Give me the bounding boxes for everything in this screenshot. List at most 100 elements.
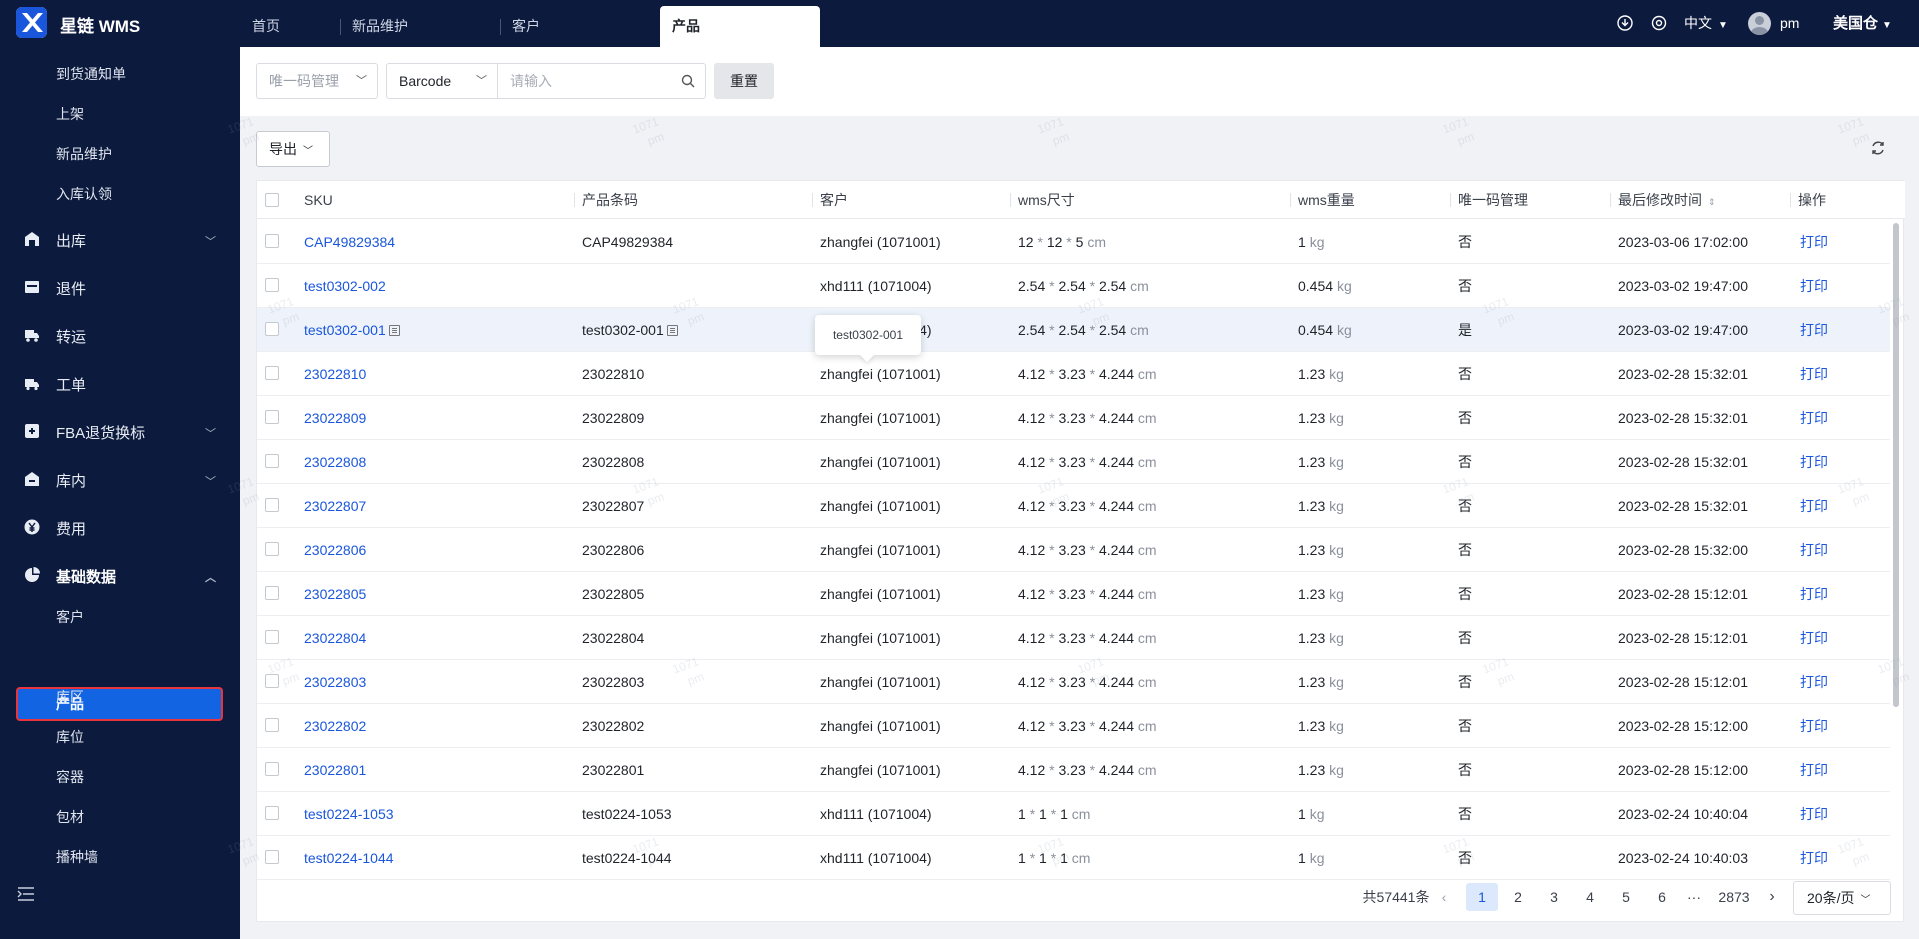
table-row[interactable]: test0302-002 xhd111 (1071004) 2.54 * 2.54 … [257, 264, 1890, 308]
print-link[interactable]: 打印 [1800, 278, 1828, 294]
language-select[interactable]: 中文 ▼ [1684, 15, 1728, 31]
sidebar-group-return[interactable]: 退件 [24, 277, 224, 299]
print-link[interactable]: 打印 [1800, 366, 1828, 382]
copy-icon[interactable] [388, 325, 400, 336]
sidebar-group-transfer[interactable]: 转运 [24, 325, 224, 347]
print-link[interactable]: 打印 [1800, 586, 1828, 602]
sku-link[interactable]: 23022808 [304, 454, 367, 470]
sku-link[interactable]: 23022802 [304, 718, 367, 734]
table-row[interactable]: 23022802 23022802 zhangfei (1071001) 4.12 *… [257, 704, 1890, 748]
prev-page-button[interactable]: ‹ [1441, 889, 1447, 905]
row-checkbox[interactable] [265, 586, 279, 600]
table-row[interactable]: 23022805 23022805 zhangfei (1071001) 4.12 *… [257, 572, 1890, 616]
page-button-6[interactable]: 6 [1658, 889, 1666, 905]
sidebar-item-inbound-claim[interactable]: 入库认领 [56, 186, 112, 202]
tab-new-product[interactable]: 新品维护 [340, 6, 500, 47]
sidebar-group-fee[interactable]: 费用 [24, 517, 224, 539]
sidebar-group-workorder[interactable]: 工单 [24, 373, 224, 395]
sidebar-group-fba[interactable]: FBA退货换标 ﹀ [24, 421, 224, 443]
row-checkbox[interactable] [265, 762, 279, 776]
tab-home[interactable]: 首页 [252, 18, 280, 34]
download-icon[interactable] [1617, 15, 1633, 31]
table-row[interactable]: 23022810 23022810 zhangfei (1071001) 4.12 *… [257, 352, 1890, 396]
print-link[interactable]: 打印 [1800, 410, 1828, 426]
sidebar-item-customer[interactable]: 客户 [56, 609, 84, 625]
sidebar-item-packaging[interactable]: 包材 [56, 809, 84, 825]
search-input[interactable]: 请输入 [497, 63, 706, 99]
row-checkbox[interactable] [265, 630, 279, 644]
table-row[interactable]: 23022806 23022806 zhangfei (1071001) 4.12 *… [257, 528, 1890, 572]
sidebar-item-location[interactable]: 库位 [56, 729, 84, 745]
sku-link[interactable]: 23022801 [304, 762, 367, 778]
sku-link[interactable]: test0224-1053 [304, 806, 394, 822]
column-header-modified[interactable]: 最后修改时间 ⇕ [1618, 192, 1716, 208]
sku-link[interactable]: 23022807 [304, 498, 367, 514]
sidebar-item-container[interactable]: 容器 [56, 769, 84, 785]
settings-icon[interactable] [1651, 15, 1667, 31]
copy-icon[interactable] [666, 325, 678, 336]
refresh-icon[interactable] [1870, 140, 1886, 156]
print-link[interactable]: 打印 [1800, 498, 1828, 514]
sidebar-group-base-data[interactable]: 基础数据 ︿ [24, 565, 224, 587]
row-checkbox[interactable] [265, 322, 279, 336]
row-checkbox[interactable] [265, 498, 279, 512]
print-link[interactable]: 打印 [1800, 674, 1828, 690]
page-button-1[interactable]: 1 [1466, 883, 1498, 911]
sku-link[interactable]: 23022809 [304, 410, 367, 426]
table-row[interactable]: 23022801 23022801 zhangfei (1071001) 4.12 *… [257, 748, 1890, 792]
sidebar-item-new-product[interactable]: 新品维护 [56, 146, 112, 162]
sidebar-item-putaway[interactable]: 上架 [56, 106, 84, 122]
print-link[interactable]: 打印 [1800, 542, 1828, 558]
sidebar-item-product[interactable]: 产品 [16, 687, 223, 721]
search-icon[interactable] [681, 74, 695, 88]
sidebar-group-inventory[interactable]: 库内 ﹀ [24, 469, 224, 491]
page-button-2[interactable]: 2 [1514, 889, 1522, 905]
table-row[interactable]: CAP49829384 CAP49829384 zhangfei (1071001)… [257, 220, 1890, 264]
table-row[interactable]: 23022803 23022803 zhangfei (1071001) 4.12 *… [257, 660, 1890, 704]
select-all-checkbox[interactable] [265, 193, 279, 207]
next-page-button[interactable]: › [1769, 888, 1775, 905]
print-link[interactable]: 打印 [1800, 762, 1828, 778]
sku-link[interactable]: CAP49829384 [304, 234, 396, 250]
user-name[interactable]: pm [1780, 15, 1800, 31]
sidebar-item-sort-wall[interactable]: 播种墙 [56, 849, 98, 865]
row-checkbox[interactable] [265, 278, 279, 292]
menu-collapse-icon[interactable] [17, 886, 35, 902]
row-checkbox[interactable] [265, 234, 279, 248]
table-row[interactable]: 23022809 23022809 zhangfei (1071001) 4.12 *… [257, 396, 1890, 440]
row-checkbox[interactable] [265, 410, 279, 424]
page-button-last[interactable]: 2873 [1718, 889, 1750, 905]
sku-link[interactable]: 23022806 [304, 542, 367, 558]
print-link[interactable]: 打印 [1800, 850, 1828, 866]
table-scrollbar[interactable] [1893, 223, 1899, 707]
reset-button[interactable]: 重置 [714, 63, 774, 99]
sku-link[interactable]: 23022803 [304, 674, 367, 690]
page-button-5[interactable]: 5 [1622, 889, 1630, 905]
sidebar-item-zone[interactable]: 库区 [56, 689, 84, 705]
sku-link[interactable]: test0302-002 [304, 278, 386, 294]
row-checkbox[interactable] [265, 718, 279, 732]
table-row[interactable]: test0224-1053 test0224-1053 xhd111 (107100… [257, 792, 1890, 836]
sort-icon[interactable]: ⇕ [1708, 197, 1716, 207]
page-button-3[interactable]: 3 [1550, 889, 1558, 905]
table-row[interactable]: test0224-1044 test0224-1044 xhd111 (107100… [257, 836, 1890, 880]
sku-link[interactable]: test0224-1044 [304, 850, 394, 866]
table-row[interactable]: 23022804 23022804 zhangfei (1071001) 4.12 *… [257, 616, 1890, 660]
logo-icon[interactable] [16, 7, 47, 38]
page-button-4[interactable]: 4 [1586, 889, 1594, 905]
table-row[interactable]: 23022808 23022808 zhangfei (1071001) 4.12 *… [257, 440, 1890, 484]
row-checkbox[interactable] [265, 366, 279, 380]
print-link[interactable]: 打印 [1800, 630, 1828, 646]
sku-link[interactable]: 23022810 [304, 366, 367, 382]
export-button[interactable]: 导出 ﹀ [256, 131, 330, 167]
search-field-select[interactable]: Barcode ﹀ [386, 63, 498, 99]
print-link[interactable]: 打印 [1800, 718, 1828, 734]
page-ellipsis[interactable]: ··· [1687, 889, 1701, 905]
row-checkbox[interactable] [265, 454, 279, 468]
tab-product[interactable]: 产品 [660, 6, 820, 47]
table-row[interactable]: 23022807 23022807 zhangfei (1071001) 4.12 *… [257, 484, 1890, 528]
print-link[interactable]: 打印 [1800, 806, 1828, 822]
row-checkbox[interactable] [265, 850, 279, 864]
page-size-select[interactable]: 20条/页 ﹀ [1793, 881, 1891, 915]
